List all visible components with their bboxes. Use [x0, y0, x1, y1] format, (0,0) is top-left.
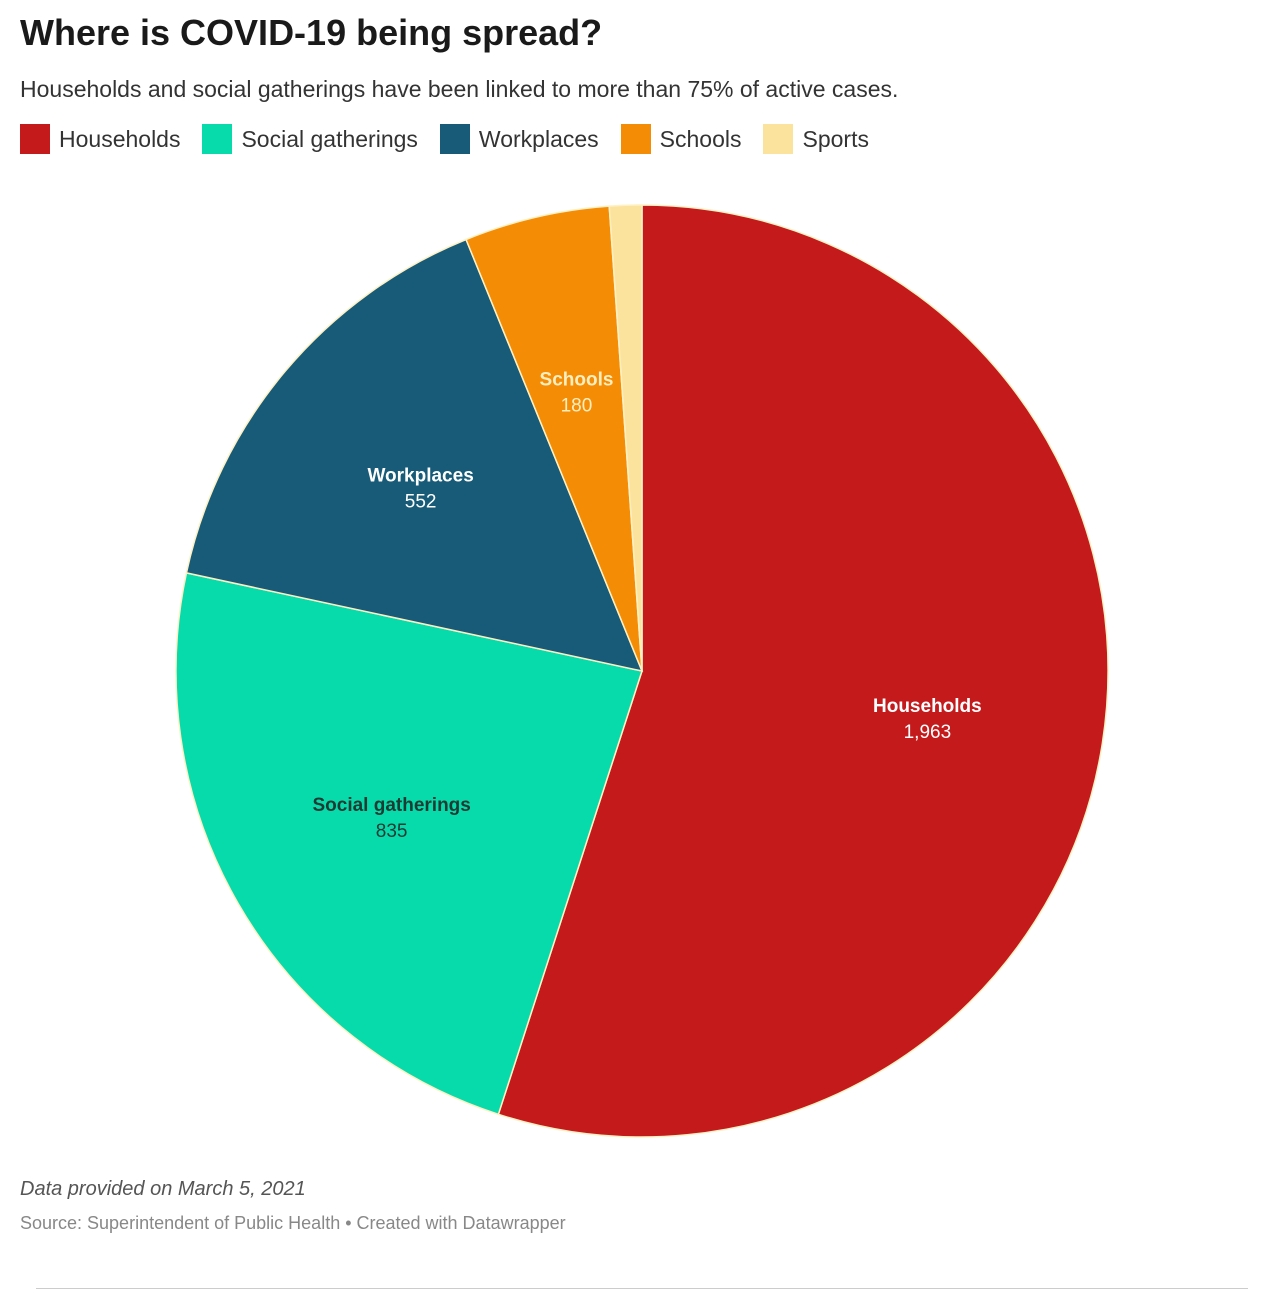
- legend: Households Social gatherings Workplaces Sch…: [20, 124, 869, 154]
- pie-slice-schools: [465, 205, 643, 672]
- slice-label: Schools: [540, 370, 614, 391]
- pie-slice-sports: [608, 204, 643, 672]
- legend-item: Social gatherings: [202, 124, 418, 154]
- slice-value: 552: [405, 491, 437, 512]
- legend-swatch: [439, 124, 470, 154]
- legend-item: Workplaces: [439, 124, 599, 154]
- chart-title: Where is COVID-19 being spread?: [20, 12, 603, 53]
- legend-label: Sports: [802, 125, 869, 152]
- pie-slice-social-gatherings: [175, 572, 643, 1116]
- legend-swatch: [620, 124, 651, 154]
- source-line: Source: Superintendent of Public Health …: [20, 1213, 566, 1233]
- pie-slice-households: [497, 204, 1109, 1138]
- slice-label: Households: [873, 696, 982, 717]
- legend-label: Workplaces: [478, 125, 599, 152]
- legend-swatch: [763, 124, 794, 154]
- slice-label: Social gatherings: [312, 795, 470, 816]
- legend-label: Schools: [659, 125, 742, 152]
- data-note: Data provided on March 5, 2021: [20, 1178, 306, 1200]
- divider: [36, 1288, 1248, 1289]
- legend-swatch: [20, 124, 50, 154]
- pie-slice-workplaces: [185, 238, 644, 673]
- legend-item: Schools: [620, 124, 742, 154]
- slice-value: 1,963: [904, 722, 952, 743]
- slice-value: 835: [376, 821, 408, 842]
- legend-label: Social gatherings: [241, 125, 418, 152]
- chart-subtitle: Households and social gatherings have be…: [20, 76, 899, 102]
- legend-item: Households: [20, 124, 180, 154]
- slice-value: 180: [561, 396, 593, 417]
- slice-label: Workplaces: [367, 465, 473, 486]
- legend-item: Sports: [763, 124, 869, 154]
- legend-label: Households: [59, 125, 181, 152]
- legend-swatch: [202, 124, 233, 154]
